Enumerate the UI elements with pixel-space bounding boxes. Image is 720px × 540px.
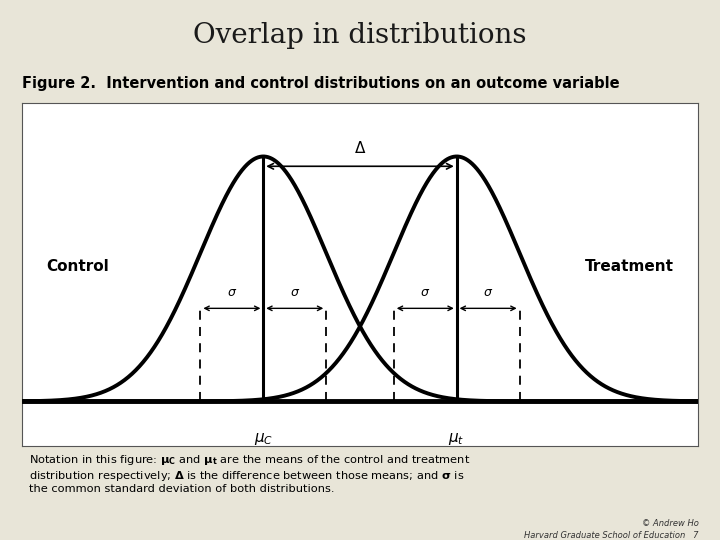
Text: Notation in this figure: $\mathbf{\mu_C}$ and $\mathbf{\mu_t}$ are the means of : Notation in this figure: $\mathbf{\mu_C}… (29, 453, 470, 494)
Text: $\sigma$: $\sigma$ (289, 286, 300, 299)
Text: Treatment: Treatment (585, 259, 674, 274)
Text: $\sigma$: $\sigma$ (420, 286, 431, 299)
Text: Overlap in distributions: Overlap in distributions (193, 22, 527, 49)
Text: Harvard Graduate School of Education   7: Harvard Graduate School of Education 7 (524, 531, 698, 540)
Text: © Andrew Ho: © Andrew Ho (642, 519, 698, 528)
Text: $\sigma$: $\sigma$ (227, 286, 237, 299)
Text: $\mu_t$: $\mu_t$ (449, 431, 465, 447)
Text: $\Delta$: $\Delta$ (354, 140, 366, 157)
Text: Figure 2.  Intervention and control distributions on an outcome variable: Figure 2. Intervention and control distr… (22, 76, 619, 91)
Text: Control: Control (46, 259, 109, 274)
Text: $\mu_C$: $\mu_C$ (253, 431, 273, 447)
Text: $\sigma$: $\sigma$ (483, 286, 493, 299)
